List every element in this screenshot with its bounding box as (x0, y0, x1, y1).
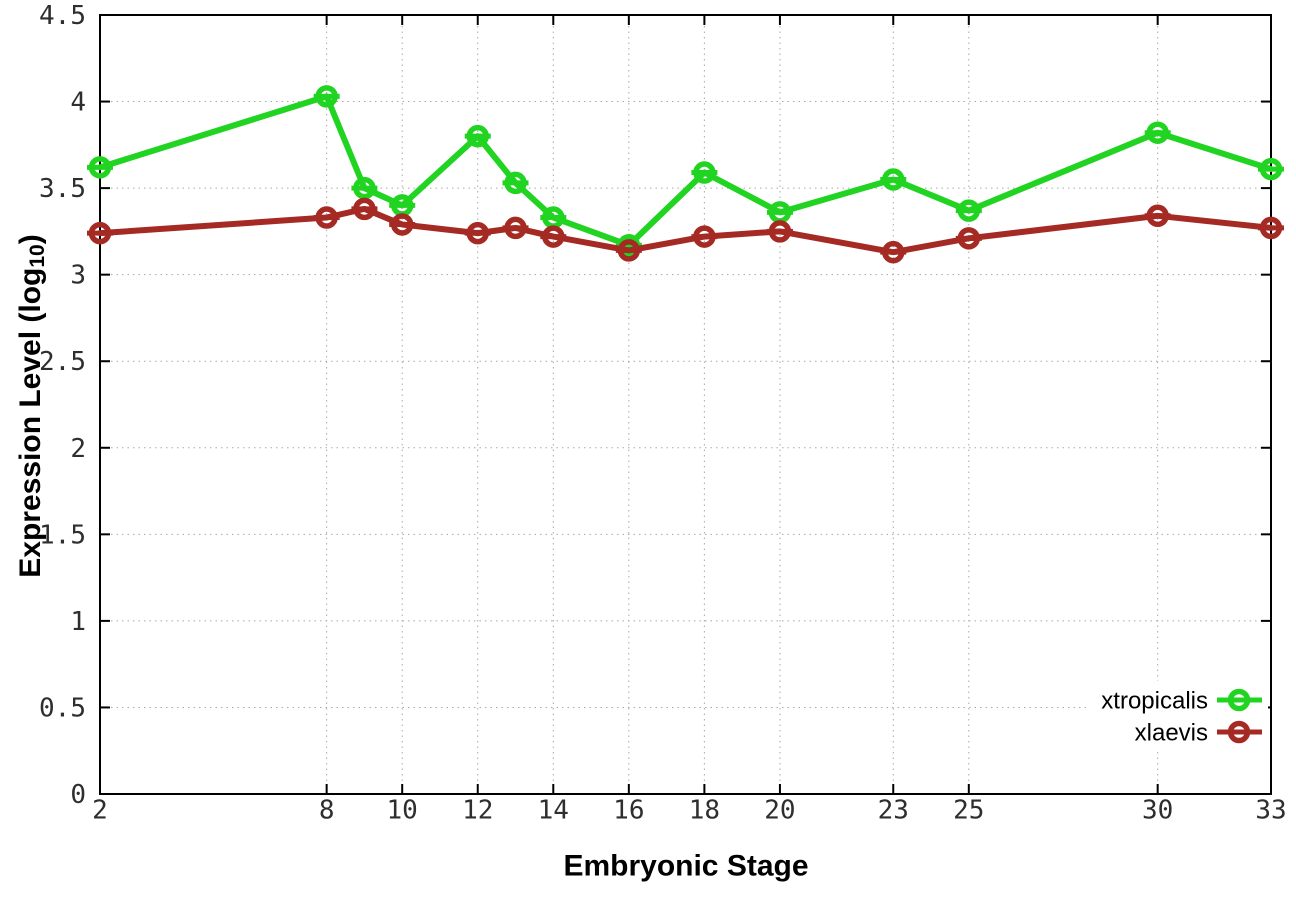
marker-xlaevis-stage-2-point (88, 221, 112, 245)
tick-marks (99, 14, 1272, 795)
y-tick-label: 0.5 (39, 693, 86, 723)
series-xtropicalis (87, 85, 1284, 257)
series-xlaevis (87, 197, 1284, 264)
legend-label-xtropicalis: xtropicalis (1101, 688, 1208, 715)
marker-xlaevis-stage-9-point (353, 197, 376, 221)
marker-xtropicalis-stage-2-point (88, 156, 112, 179)
marker-xtropicalis-stage-25-point (957, 199, 981, 222)
y-tick-label: 2 (70, 434, 86, 464)
marker-xlaevis-stage-20-point (768, 220, 792, 243)
marker-xlaevis-stage-8-point (315, 206, 338, 229)
legend-sample-point-xtropicalis (1227, 688, 1251, 712)
plot-border (99, 14, 1272, 795)
marker-xlaevis-stage-14-point (542, 225, 565, 248)
x-tick-label: 25 (953, 795, 984, 825)
x-tick-label: 18 (689, 795, 720, 825)
x-tick-label: 16 (613, 795, 644, 825)
y-tick-label: 1 (70, 607, 86, 637)
y-tick-label: 0 (70, 780, 86, 810)
y-tick-label: 4 (70, 88, 86, 118)
marker-xlaevis-stage-10-point (390, 213, 414, 236)
marker-xtropicalis-stage-33-point (1259, 157, 1283, 181)
x-tick-label: 10 (387, 795, 418, 825)
grid-lines (100, 15, 1271, 794)
x-tick-label: 20 (764, 795, 795, 825)
x-tick-label: 2 (92, 795, 108, 825)
marker-xlaevis-stage-13-point (504, 216, 527, 240)
marker-xlaevis-stage-16-point (617, 239, 641, 262)
marker-xlaevis-stage-18-point (693, 225, 716, 248)
y-tick-label: 4.5 (39, 1, 86, 31)
x-tick-label: 14 (538, 795, 569, 825)
y-tick-label: 3.5 (39, 174, 86, 204)
x-tick-label: 33 (1255, 795, 1286, 825)
marker-xtropicalis-stage-30-point (1146, 121, 1169, 144)
marker-xtropicalis-stage-18-point (693, 161, 716, 184)
legend-sample-point-xlaevis (1227, 720, 1251, 744)
marker-xlaevis-stage-33-point (1259, 216, 1283, 240)
x-tick-label: 8 (319, 795, 335, 825)
marker-xtropicalis-stage-9-point (353, 176, 376, 200)
marker-xlaevis-stage-30-point (1146, 204, 1169, 228)
y-tick-label: 1.5 (39, 520, 86, 550)
x-tick-label: 30 (1142, 795, 1173, 825)
legend-label-xlaevis: xlaevis (1135, 720, 1208, 747)
x-tick-label: 23 (878, 795, 909, 825)
x-tick-label: 12 (462, 795, 493, 825)
marker-xtropicalis-stage-13-point (504, 171, 527, 195)
marker-xtropicalis-stage-12-point (466, 124, 489, 148)
marker-xtropicalis-stage-23-point (882, 168, 905, 191)
marker-xtropicalis-stage-8-point (315, 85, 338, 108)
marker-xlaevis-stage-25-point (957, 227, 981, 250)
y-tick-label: 2.5 (39, 347, 86, 377)
legend: xtropicalis xlaevis (1088, 681, 1268, 749)
marker-xlaevis-stage-23-point (882, 240, 905, 264)
y-tick-label: 3 (70, 261, 86, 291)
y-axis-title: Expression Level (log10) (14, 234, 49, 577)
x-axis-title: Embryonic Stage (563, 850, 808, 883)
marker-xlaevis-stage-12-point (466, 221, 489, 245)
